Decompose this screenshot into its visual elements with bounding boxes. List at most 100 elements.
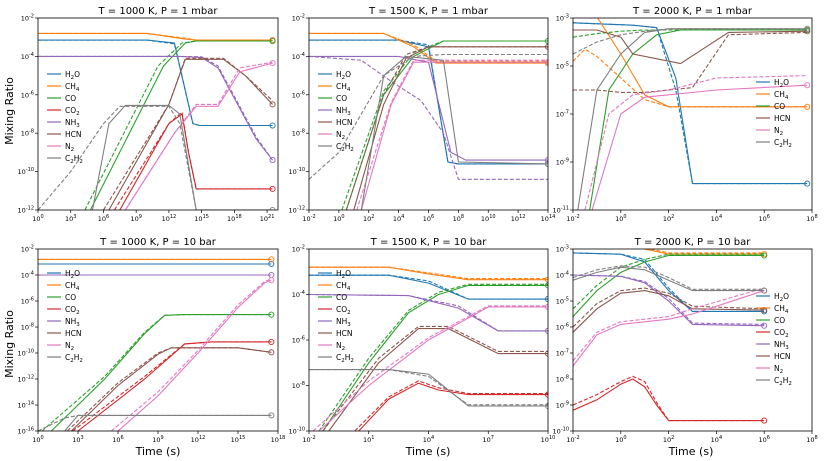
series-c2h2-dashed [573, 28, 808, 55]
y-tick-label: 10-9 [556, 401, 569, 410]
x-axis-label-middle: Time (s) [405, 445, 451, 458]
legend-label-co: CO [336, 293, 347, 302]
series-nh3-dashed [309, 293, 548, 332]
series-lines [309, 266, 548, 431]
y-tick-label: 10-4 [21, 271, 34, 280]
legend-label-co: CO [336, 94, 347, 103]
series-n2-solid [573, 290, 765, 367]
y-axis-label-top: Mixing Ratio [3, 77, 16, 145]
x-axis-label-left: Time (s) [135, 445, 181, 458]
series-n2-dashed [110, 278, 272, 431]
x-tick-label: 100 [32, 435, 43, 444]
series-c2h2-solid [91, 104, 273, 210]
x-tick-label: 1012 [162, 214, 177, 223]
series-co2-solid [573, 378, 765, 422]
x-tick-label: 1010 [541, 435, 556, 444]
x-tick-label: 10-2 [302, 214, 315, 223]
series-end-marker [269, 157, 276, 164]
series-c2h2-dashed [309, 369, 548, 406]
series-h2o-dashed [309, 39, 548, 165]
x-tick-label: 1014 [541, 214, 556, 223]
x-tick-label: 10-2 [566, 214, 579, 223]
series-end-marker [544, 402, 548, 410]
series-end-marker [761, 322, 768, 329]
panel-3: T = 2000 K, P = 1 mbar 10-2 100 102 104 106 10… [553, 6, 818, 223]
series-co-dashed [573, 253, 765, 310]
x-tick-label: 100 [333, 214, 344, 223]
series-co2-solid [119, 113, 273, 210]
series-co-dashed [318, 283, 548, 431]
y-tick-label: 10-6 [292, 336, 305, 345]
series-hcn-solid [573, 290, 765, 333]
x-tick-label: 103 [72, 435, 83, 444]
series-n2-dashed [584, 75, 808, 210]
series-co-dashed [41, 314, 272, 431]
series-c2h2-solid [309, 369, 548, 407]
series-c2h2-dashed [38, 414, 272, 431]
series-end-marker [544, 276, 548, 283]
panel-title: T = 1000 K, P = 1 mbar [97, 6, 218, 17]
series-end-marker [269, 101, 276, 108]
axes-frame [572, 248, 813, 432]
legend-label-co: CO [774, 316, 785, 325]
series-c2h2-dashed [309, 53, 548, 180]
y-tick-label: 10-10 [289, 167, 305, 176]
y-tick-label: 10-6 [21, 297, 34, 306]
legend-label-n2: N2 [65, 142, 74, 153]
x-tick-label: 1012 [511, 214, 526, 223]
x-tick-label: 103 [65, 214, 76, 223]
legend-label-h2o: H2O [65, 269, 80, 280]
legend-label-h2o: H2O [336, 70, 351, 81]
legend-label-h2o: H2O [774, 292, 789, 303]
legend-label-h2o: H2O [65, 70, 80, 81]
series-n2-solid [117, 279, 272, 431]
legend-label-co: CO [774, 102, 785, 111]
series-lines [573, 18, 811, 210]
legend-label-nh3: NH3 [336, 317, 351, 328]
legend-label-nh3: NH3 [774, 340, 789, 351]
axes-frame [37, 17, 279, 211]
x-tick-label: 10-2 [566, 435, 579, 444]
series-ch4-solid [597, 18, 808, 108]
y-tick-label: 10-4 [556, 271, 569, 280]
y-tick-label: 10-7 [556, 349, 569, 358]
legend-label-hcn: HCN [336, 118, 353, 127]
series-c2h2-solid [573, 266, 765, 292]
x-tick-label: 1012 [191, 435, 206, 444]
series-c2h2-dashed [38, 105, 197, 210]
legend-label-hcn: HCN [774, 352, 791, 361]
y-tick-label: 10-6 [292, 90, 305, 99]
series-n2-solid [360, 61, 548, 210]
series-n2-dashed [124, 61, 273, 210]
y-tick-label: 10-9 [556, 158, 569, 167]
x-tick-label: 100 [615, 214, 626, 223]
series-ch4-dashed [309, 266, 548, 280]
series-end-marker [544, 157, 548, 164]
series-lines [309, 32, 548, 210]
panel-5: T = 1500 K, P = 10 bar 10-2 101 104 107 1010 1… [289, 237, 556, 444]
series-co-solid [50, 314, 272, 431]
y-tick-label: 10-3 [556, 245, 569, 254]
legend-label-c2h2: C2H2 [336, 353, 354, 364]
series-co2-dashed [113, 111, 273, 210]
y-tick-label: 10-6 [21, 90, 34, 99]
series-co2-dashed [72, 341, 272, 431]
x-tick-label: 100 [32, 214, 43, 223]
y-tick-label: 10-3 [556, 14, 569, 23]
x-tick-label: 104 [711, 435, 722, 444]
series-c2h2-dashed [573, 265, 765, 290]
series-h2o-dashed [38, 39, 273, 127]
legend-label-n2: N2 [65, 341, 74, 352]
y-tick-label: 10-12 [18, 206, 34, 215]
series-nh3-solid [38, 55, 273, 161]
y-tick-label: 10-4 [292, 52, 305, 61]
x-tick-label: 1018 [227, 214, 242, 223]
series-end-marker [544, 350, 548, 357]
y-tick-label: 10-10 [289, 427, 305, 436]
x-tick-label: 104 [711, 214, 722, 223]
series-co-solid [573, 254, 765, 317]
y-tick-label: 10-4 [21, 52, 34, 61]
